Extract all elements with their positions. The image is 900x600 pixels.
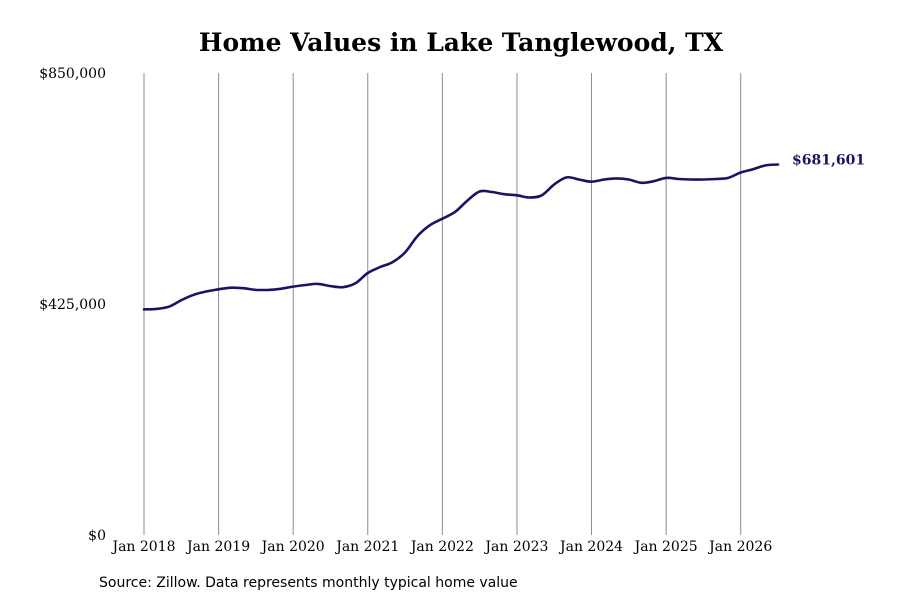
chart-title: Home Values in Lake Tanglewood, TX (199, 28, 724, 57)
y-tick-label: $850,000 (39, 66, 106, 82)
x-tick-label: Jan 2020 (260, 539, 325, 555)
source-note: Source: Zillow. Data represents monthly … (99, 575, 518, 591)
x-tick-label: Jan 2024 (558, 539, 623, 555)
series-layer (142, 163, 780, 311)
vertical-gridlines (143, 73, 742, 535)
y-axis-ticks: $0 $425,000 $850,000 (39, 66, 106, 544)
x-tick-label: Jan 2023 (483, 539, 548, 555)
x-tick-label: Jan 2026 (707, 539, 772, 555)
last-value-label: $681,601 (792, 153, 865, 169)
x-tick-label: Jan 2018 (110, 539, 175, 555)
series-line (142, 163, 780, 311)
y-tick-label: $0 (88, 528, 106, 544)
x-tick-label: Jan 2021 (334, 539, 399, 555)
y-tick-label: $425,000 (39, 297, 106, 313)
x-tick-label: Jan 2025 (633, 539, 698, 555)
x-tick-label: Jan 2022 (409, 539, 474, 555)
x-axis-ticks: Jan 2018 Jan 2019 Jan 2020 Jan 2021 Jan 2022… (110, 539, 772, 555)
x-tick-label: Jan 2019 (185, 539, 250, 555)
